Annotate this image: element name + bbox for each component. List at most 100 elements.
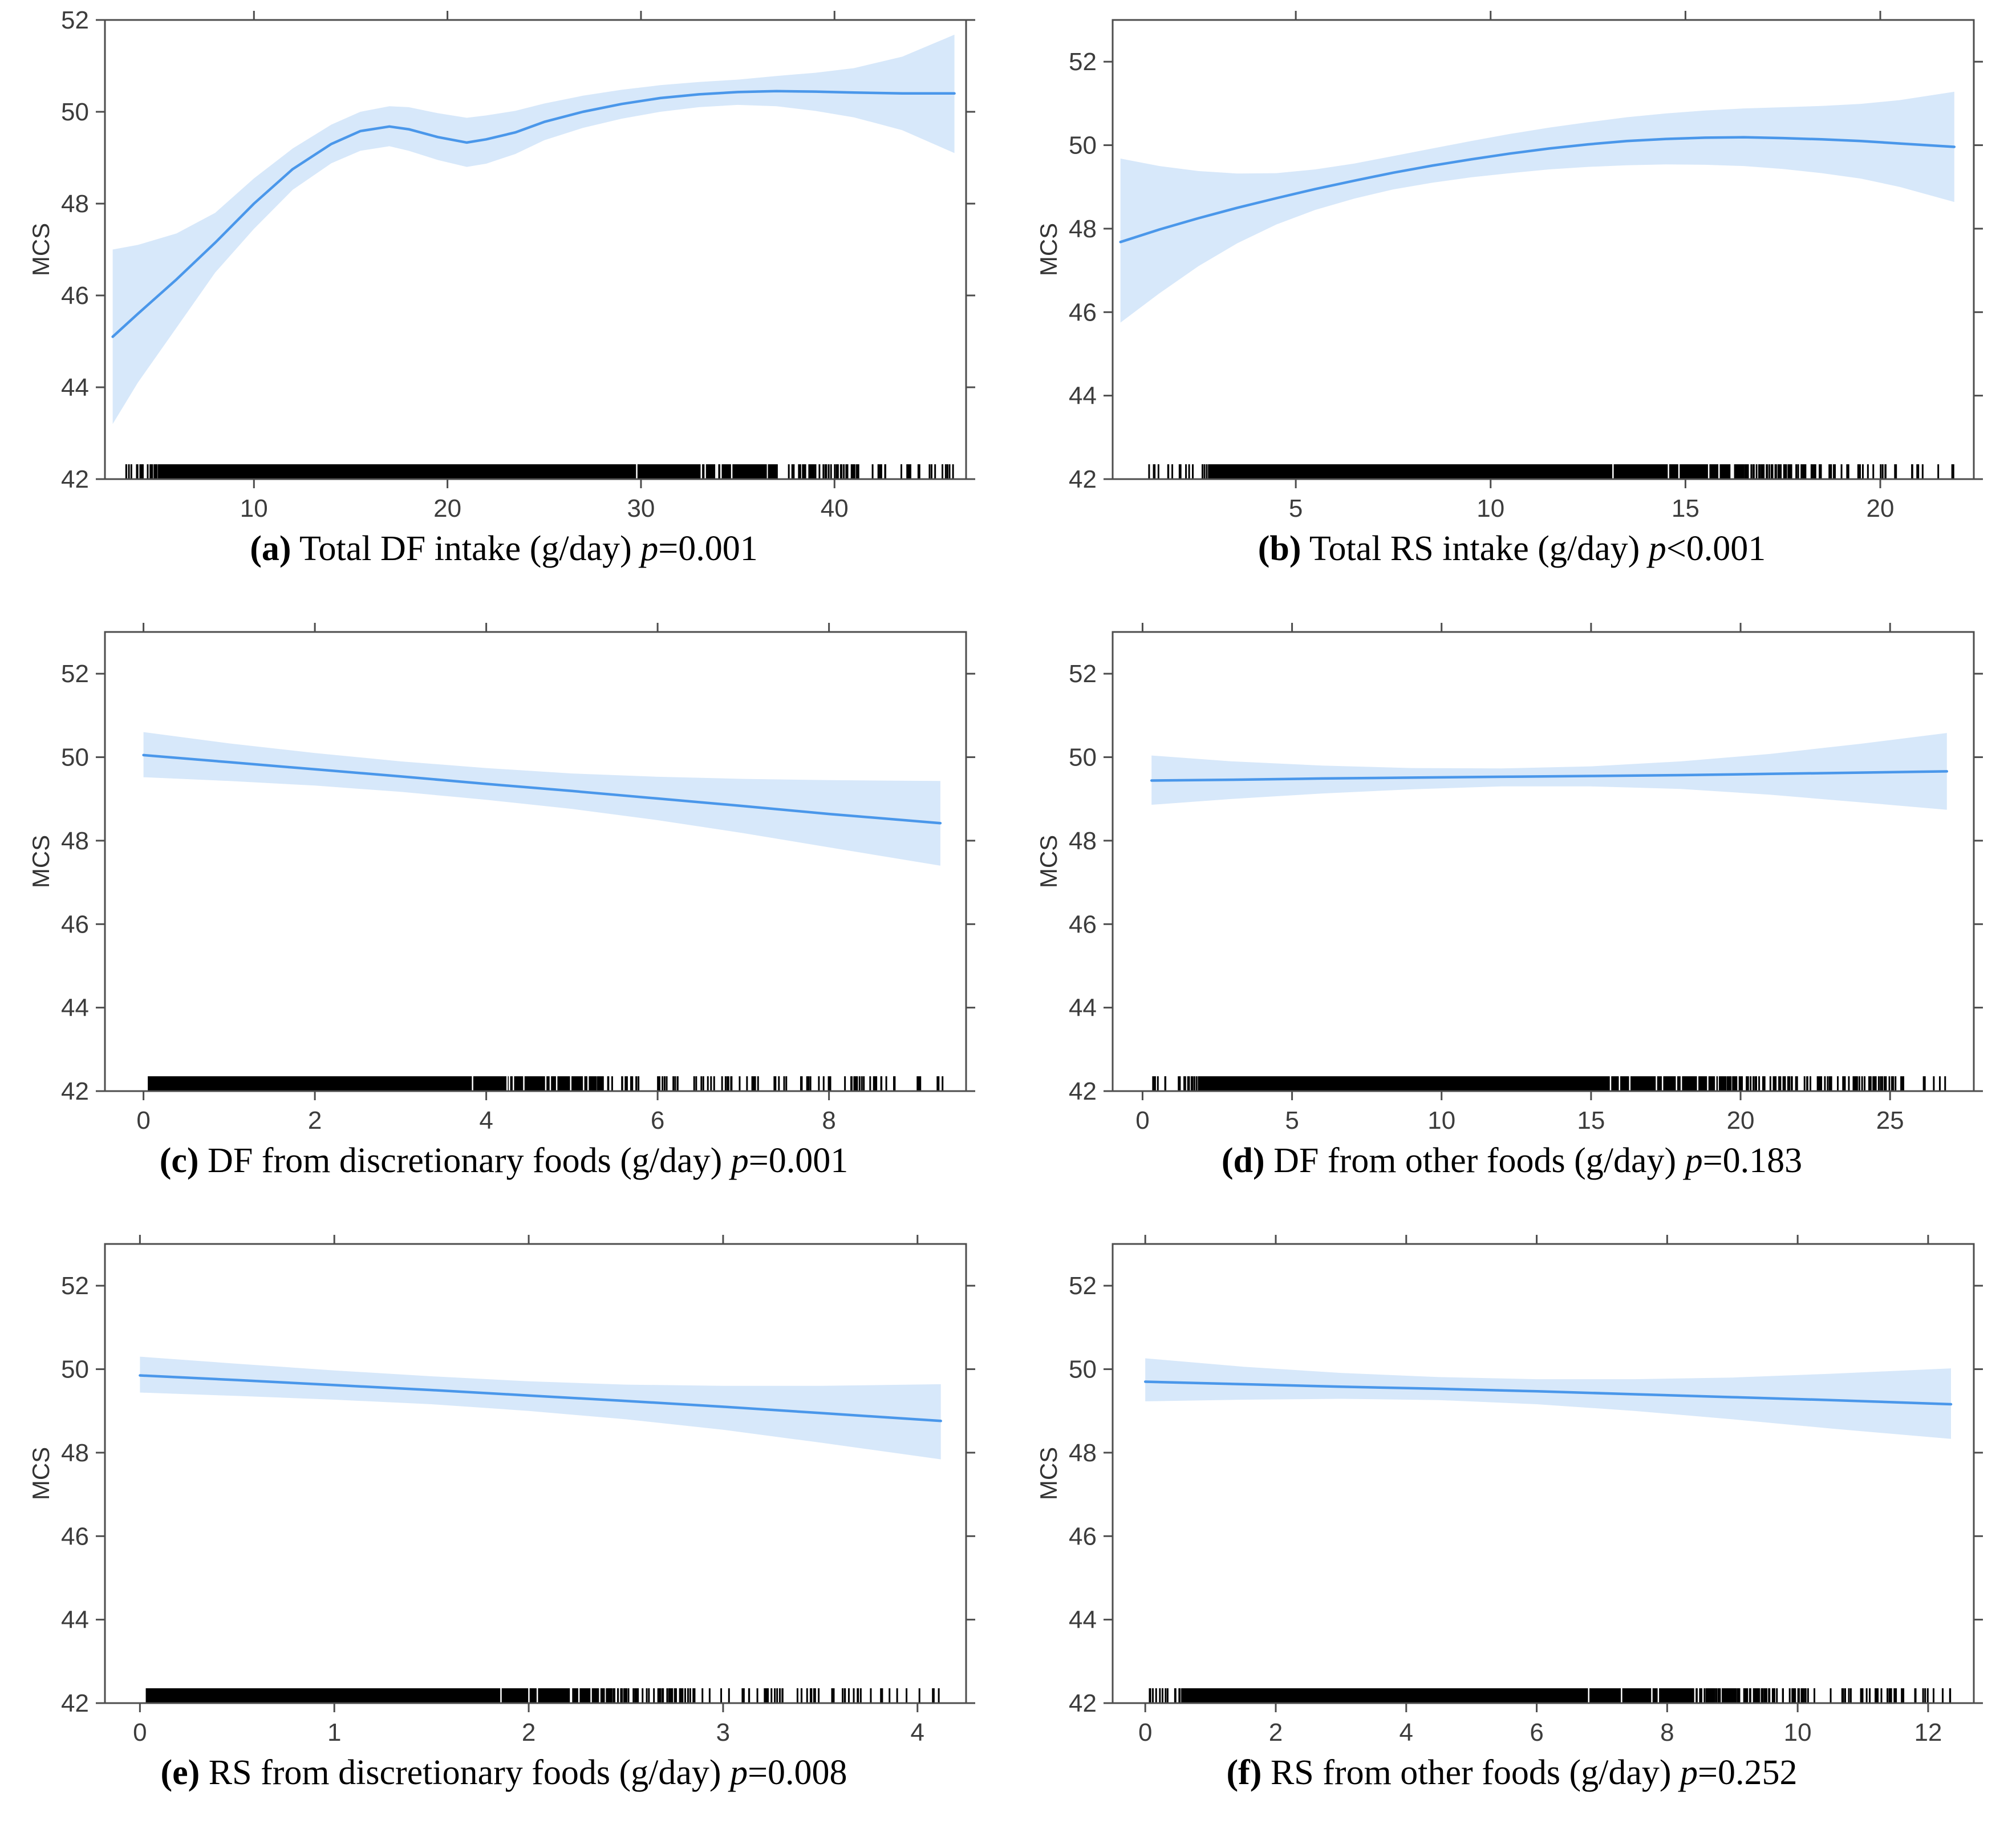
- panel-f-caption: (f) RS from other foods (g/day) p=0.252: [1227, 1753, 1798, 1793]
- svg-text:46: 46: [1069, 1522, 1097, 1550]
- panel-e-chart: 0 1 2 3 4 42 44 46 48 50 52 MCS: [27, 1235, 975, 1746]
- panel-d-chart: 0 5 10 15 20 25 42 44 46 48 50 52 MCS: [1035, 623, 1983, 1134]
- svg-text:10: 10: [1476, 495, 1504, 522]
- panel-caption-text: Total DF intake (g/day): [291, 529, 641, 568]
- panel-letter: (a): [250, 529, 291, 568]
- svg-text:44: 44: [1069, 1606, 1097, 1634]
- svg-text:46: 46: [1069, 910, 1097, 938]
- svg-text:0: 0: [1135, 1107, 1149, 1134]
- svg-text:40: 40: [820, 495, 848, 522]
- panel-e: 0 1 2 3 4 42 44 46 48 50 52 MCS (e) RS from discret…: [0, 1224, 1008, 1836]
- svg-text:3: 3: [716, 1719, 729, 1746]
- svg-text:25: 25: [1876, 1107, 1904, 1134]
- y-axis-label: MCS: [1035, 223, 1062, 276]
- svg-text:44: 44: [61, 994, 89, 1022]
- panel-caption-text: RS from discretionary foods (g/day): [200, 1753, 731, 1792]
- panel-letter: (d): [1221, 1141, 1265, 1180]
- svg-text:4: 4: [1400, 1719, 1413, 1746]
- svg-text:15: 15: [1577, 1107, 1605, 1134]
- svg-text:50: 50: [1069, 1356, 1097, 1384]
- svg-text:52: 52: [1069, 660, 1097, 688]
- panel-caption-text: Total RS intake (g/day): [1301, 529, 1649, 568]
- svg-text:50: 50: [61, 1356, 89, 1384]
- panel-caption-text: RS from other foods (g/day): [1261, 1753, 1681, 1792]
- panel-c: 0 2 4 6 8 42 44 46 48 50 52 MCS (c) DF from discret…: [0, 612, 1008, 1224]
- svg-text:46: 46: [61, 1522, 89, 1550]
- svg-text:42: 42: [61, 465, 89, 493]
- panel-e-caption: (e) RS from discretionary foods (g/day) …: [160, 1753, 847, 1793]
- svg-text:2: 2: [1269, 1719, 1283, 1746]
- svg-text:44: 44: [61, 1606, 89, 1634]
- svg-text:12: 12: [1914, 1719, 1942, 1746]
- svg-text:15: 15: [1672, 495, 1699, 522]
- panel-letter: (e): [160, 1753, 200, 1792]
- svg-text:20: 20: [1727, 1107, 1755, 1134]
- p-value: =0.008: [748, 1753, 847, 1792]
- svg-text:48: 48: [1069, 1439, 1097, 1467]
- y-axis-label: MCS: [27, 835, 54, 888]
- svg-text:42: 42: [61, 1077, 89, 1105]
- panel-letter: (f): [1226, 1753, 1262, 1792]
- svg-text:2: 2: [521, 1719, 535, 1746]
- panel-a-caption: (a) Total DF intake (g/day) p=0.001: [250, 529, 757, 569]
- svg-text:20: 20: [1867, 495, 1895, 522]
- svg-text:10: 10: [1427, 1107, 1455, 1134]
- svg-text:0: 0: [133, 1719, 147, 1746]
- svg-text:30: 30: [627, 495, 655, 522]
- svg-text:8: 8: [822, 1107, 835, 1134]
- p-label: p: [1680, 1753, 1698, 1792]
- p-value: =0.183: [1702, 1141, 1803, 1180]
- panel-b-caption: (b) Total RS intake (g/day) p<0.001: [1258, 529, 1766, 569]
- svg-text:50: 50: [1069, 132, 1097, 160]
- svg-text:48: 48: [61, 1439, 89, 1467]
- svg-text:2: 2: [307, 1107, 321, 1134]
- p-label: p: [1648, 529, 1666, 568]
- svg-text:5: 5: [1289, 495, 1303, 522]
- svg-text:4: 4: [910, 1719, 924, 1746]
- svg-text:6: 6: [1530, 1719, 1543, 1746]
- svg-text:52: 52: [1069, 1272, 1097, 1300]
- svg-text:1: 1: [327, 1719, 340, 1746]
- svg-text:46: 46: [61, 282, 89, 310]
- svg-text:50: 50: [61, 744, 89, 772]
- svg-text:10: 10: [1784, 1719, 1812, 1746]
- panel-letter: (c): [159, 1141, 199, 1180]
- y-axis-label: MCS: [1035, 1447, 1062, 1500]
- p-label: p: [640, 529, 659, 568]
- p-label: p: [1685, 1141, 1703, 1180]
- panel-caption-text: DF from other foods (g/day): [1264, 1141, 1685, 1180]
- svg-text:6: 6: [650, 1107, 664, 1134]
- y-axis-label: MCS: [1035, 835, 1062, 888]
- svg-text:10: 10: [240, 495, 267, 522]
- svg-text:52: 52: [61, 6, 89, 34]
- svg-text:42: 42: [1069, 1689, 1097, 1717]
- svg-text:46: 46: [61, 910, 89, 938]
- svg-text:50: 50: [61, 98, 89, 126]
- panel-b-chart: 5 10 15 20 42 44 46 48 50 52 MCS: [1035, 11, 1983, 522]
- panel-d: 0 5 10 15 20 25 42 44 46 48 50 52 MCS (d) DF from ot…: [1008, 612, 2016, 1224]
- svg-text:44: 44: [1069, 994, 1097, 1022]
- y-axis-label: MCS: [27, 1447, 54, 1500]
- svg-text:0: 0: [136, 1107, 150, 1134]
- svg-text:0: 0: [1138, 1719, 1152, 1746]
- svg-text:5: 5: [1285, 1107, 1299, 1134]
- panel-d-caption: (d) DF from other foods (g/day) p=0.183: [1222, 1141, 1802, 1181]
- svg-text:4: 4: [479, 1107, 493, 1134]
- p-label: p: [730, 1753, 748, 1792]
- panel-caption-text: DF from discretionary foods (g/day): [198, 1141, 731, 1180]
- svg-text:46: 46: [1069, 298, 1097, 326]
- svg-text:42: 42: [61, 1689, 89, 1717]
- p-label: p: [731, 1141, 749, 1180]
- svg-text:42: 42: [1069, 1077, 1097, 1105]
- svg-text:48: 48: [1069, 827, 1097, 855]
- panel-c-caption: (c) DF from discretionary foods (g/day) …: [160, 1141, 849, 1181]
- svg-text:44: 44: [1069, 382, 1097, 410]
- panel-b: 5 10 15 20 42 44 46 48 50 52 MCS (b) Total RS inta…: [1008, 0, 2016, 612]
- panel-a: 10 20 30 40 42 44 46 48 50 52 MCS (a) Total DF int…: [0, 0, 1008, 612]
- svg-text:52: 52: [61, 660, 89, 688]
- panel-a-chart: 10 20 30 40 42 44 46 48 50 52 MCS: [27, 6, 975, 522]
- p-value: =0.252: [1698, 1753, 1798, 1792]
- svg-text:20: 20: [433, 495, 461, 522]
